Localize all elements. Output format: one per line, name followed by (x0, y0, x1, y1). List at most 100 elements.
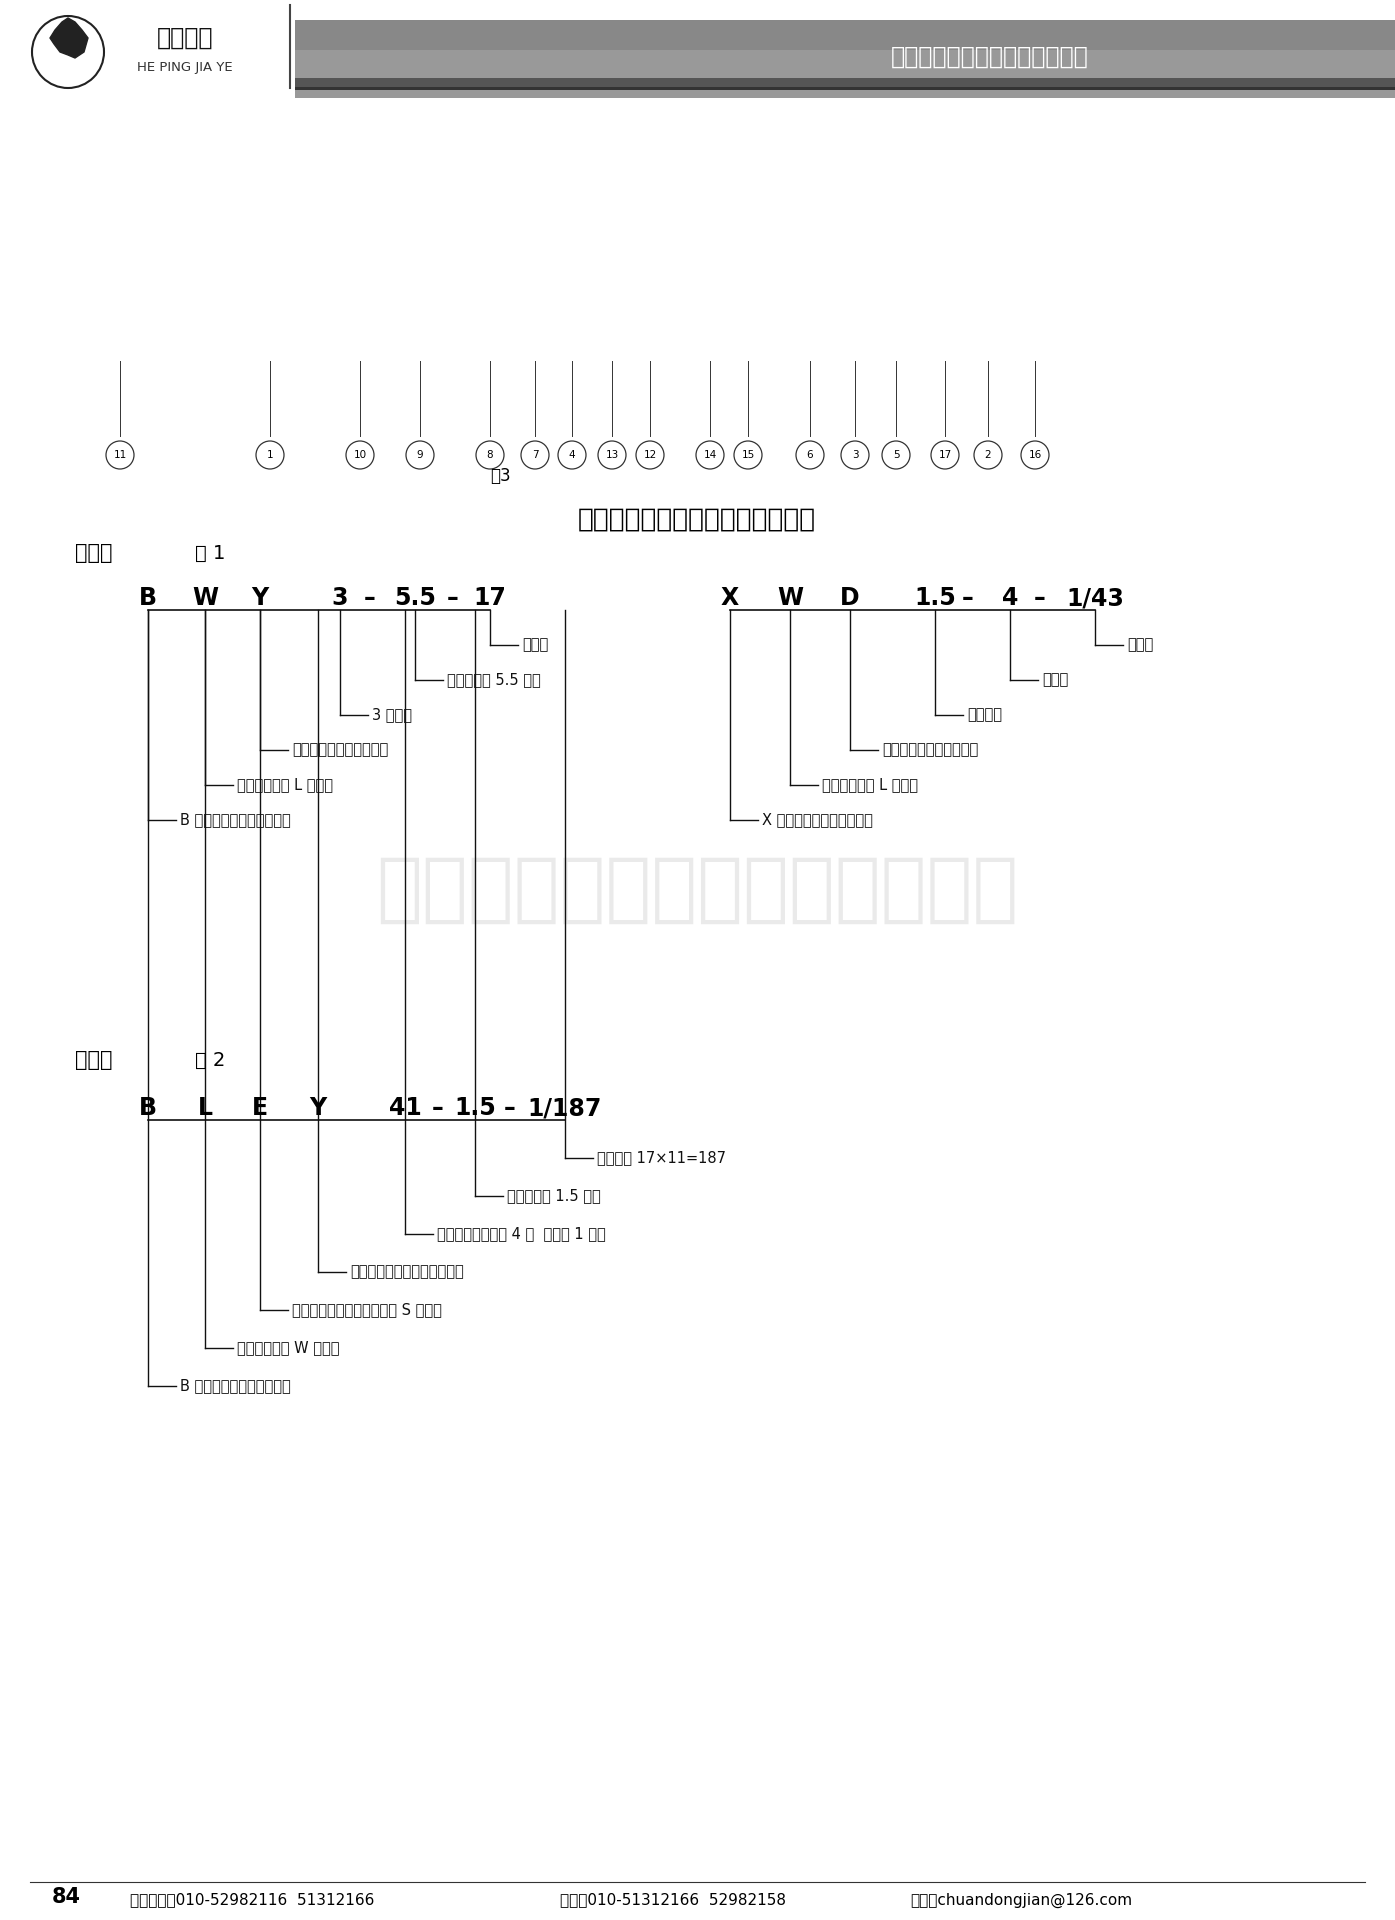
Text: 双级机型号（三级减速机用 S 表示）: 双级机型号（三级减速机用 S 表示） (292, 1302, 442, 1317)
Text: 卧式（立式用 L 表示）: 卧式（立式用 L 表示） (237, 778, 333, 793)
Text: 总减速比 17×11=187: 总减速比 17×11=187 (597, 1150, 725, 1165)
Text: 7: 7 (531, 449, 538, 461)
Text: 3: 3 (852, 449, 858, 461)
Text: 16: 16 (1028, 449, 1042, 461)
Text: 邮箱：chuandongjian@126.com: 邮箱：chuandongjian@126.com (910, 1893, 1133, 1908)
Text: 41: 41 (389, 1096, 421, 1119)
Text: B 摆线针轮减速机系列型号: B 摆线针轮减速机系列型号 (180, 812, 290, 828)
Text: 北京和平佳业传动设备有限公司: 北京和平佳业传动设备有限公司 (375, 852, 1018, 927)
Text: 例 1: 例 1 (195, 543, 226, 563)
Text: 6: 6 (806, 449, 813, 461)
Text: W: W (193, 586, 218, 611)
Bar (0, 0, 1395, 90)
Text: 1/187: 1/187 (527, 1096, 603, 1119)
Text: 电机功率为 5.5 千瓦: 电机功率为 5.5 千瓦 (446, 672, 541, 687)
Text: –: – (1034, 586, 1046, 611)
Text: X 摆线针轮减速机系列型号: X 摆线针轮减速机系列型号 (762, 812, 873, 828)
Bar (294, 19, 1395, 88)
Circle shape (974, 442, 1002, 468)
Bar (294, 86, 1395, 90)
Text: 2: 2 (985, 449, 992, 461)
Text: 1/43: 1/43 (1066, 586, 1124, 611)
Text: 4: 4 (1002, 586, 1018, 611)
Text: 组合机号（低速级 4 号  高速级 1 号）: 组合机号（低速级 4 号 高速级 1 号） (437, 1227, 605, 1242)
Circle shape (598, 442, 626, 468)
Text: 和平佳业: 和平佳业 (156, 27, 213, 50)
Text: 立式（卧式用 W 表示）: 立式（卧式用 W 表示） (237, 1340, 339, 1356)
Text: 17: 17 (473, 586, 506, 611)
Text: 电机直联（不带则不写）: 电机直联（不带则不写） (292, 743, 388, 758)
Circle shape (106, 442, 134, 468)
Circle shape (406, 442, 434, 468)
Text: D: D (840, 586, 859, 611)
Text: 10: 10 (353, 449, 367, 461)
Text: 3 号机型: 3 号机型 (372, 707, 412, 722)
Text: 机型号: 机型号 (1042, 672, 1069, 687)
Text: 5: 5 (893, 449, 900, 461)
Text: –: – (963, 586, 974, 611)
Text: Y: Y (310, 1096, 326, 1119)
Text: 三、摆线减速机型号及其表示方法: 三、摆线减速机型号及其表示方法 (578, 507, 816, 534)
Text: B 摆线针轮减速机系列型号: B 摆线针轮减速机系列型号 (180, 1379, 290, 1394)
Circle shape (797, 442, 824, 468)
Text: 电机直联（不带则不写）: 电机直联（不带则不写） (882, 743, 978, 758)
Text: 销售电话：010-52982116  51312166: 销售电话：010-52982116 51312166 (130, 1893, 374, 1907)
Text: 14: 14 (703, 449, 717, 461)
Text: –: – (364, 586, 375, 611)
Text: 8: 8 (487, 449, 494, 461)
Text: 11: 11 (113, 449, 127, 461)
Text: –: – (504, 1096, 516, 1119)
Text: 3: 3 (332, 586, 349, 611)
Text: 卧式（立式用 L 表示）: 卧式（立式用 L 表示） (822, 778, 918, 793)
Text: HE PING JIA YE: HE PING JIA YE (137, 61, 233, 75)
Text: 17: 17 (939, 449, 951, 461)
Polygon shape (50, 17, 88, 58)
Circle shape (346, 442, 374, 468)
Text: 传真：010-51312166  52982158: 传真：010-51312166 52982158 (559, 1893, 785, 1907)
Bar (294, 50, 1395, 98)
Text: E: E (252, 1096, 268, 1119)
Text: 4: 4 (569, 449, 575, 461)
Circle shape (734, 442, 762, 468)
Circle shape (257, 442, 285, 468)
Text: 1.5: 1.5 (914, 586, 956, 611)
Text: X: X (721, 586, 739, 611)
Text: 5.5: 5.5 (393, 586, 435, 611)
Circle shape (520, 442, 550, 468)
Text: 13: 13 (605, 449, 618, 461)
Circle shape (882, 442, 910, 468)
Circle shape (841, 442, 869, 468)
Text: 例 2: 例 2 (195, 1050, 226, 1069)
Text: 电机功率为 1.5 千瓦: 电机功率为 1.5 千瓦 (506, 1188, 601, 1204)
Circle shape (636, 442, 664, 468)
Text: W: W (777, 586, 804, 611)
Text: 1: 1 (266, 449, 273, 461)
Text: 电机功率: 电机功率 (967, 707, 1002, 722)
Text: 减速比: 减速比 (1127, 637, 1154, 653)
Text: –: – (448, 586, 459, 611)
Text: 图3: 图3 (490, 467, 511, 486)
Text: B: B (140, 1096, 158, 1119)
Circle shape (930, 442, 958, 468)
Text: 1.5: 1.5 (455, 1096, 495, 1119)
Text: B: B (140, 586, 158, 611)
Text: 15: 15 (741, 449, 755, 461)
Bar (31, 94, 1360, 490)
Text: 减速比: 减速比 (522, 637, 548, 653)
Bar (294, 79, 1395, 88)
Text: 12: 12 (643, 449, 657, 461)
Circle shape (1021, 442, 1049, 468)
Circle shape (32, 15, 105, 88)
Text: –: – (432, 1096, 444, 1119)
Circle shape (696, 442, 724, 468)
Text: 与电动机直联（不用则不写）: 与电动机直联（不用则不写） (350, 1265, 463, 1279)
Circle shape (558, 442, 586, 468)
Circle shape (476, 442, 504, 468)
Text: Y: Y (251, 586, 269, 611)
Text: 北京和平佳业传动设备有限公司: 北京和平佳业传动设备有限公司 (891, 44, 1089, 69)
Text: L: L (198, 1096, 212, 1119)
Text: 9: 9 (417, 449, 423, 461)
Text: 单级：: 单级： (75, 1050, 113, 1069)
Text: 84: 84 (52, 1887, 81, 1907)
Text: 单级：: 单级： (75, 543, 113, 563)
